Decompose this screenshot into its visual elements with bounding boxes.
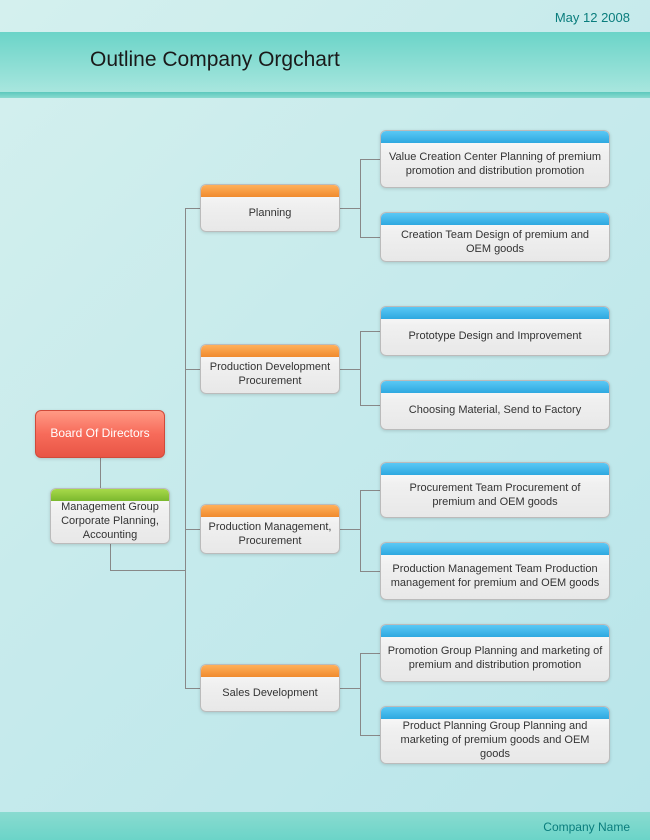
- node-dept-production-dev: Production Development Procurement: [200, 344, 340, 394]
- connector: [360, 331, 380, 332]
- connector: [185, 529, 200, 530]
- connector: [110, 570, 185, 571]
- connector: [360, 571, 380, 572]
- connector: [340, 688, 360, 689]
- node-label: Production Development Procurement: [207, 360, 333, 389]
- node-leaf-procurement: Procurement Team Procurement of premium …: [380, 462, 610, 518]
- node-leaf-promotion: Promotion Group Planning and marketing o…: [380, 624, 610, 682]
- node-management: Management Group Corporate Planning, Acc…: [50, 488, 170, 544]
- connector: [100, 458, 101, 488]
- node-label: Choosing Material, Send to Factory: [409, 403, 581, 417]
- connector: [360, 159, 380, 160]
- node-label: Prototype Design and Improvement: [408, 329, 581, 343]
- node-leaf-prod-mgmt-team: Production Management Team Production ma…: [380, 542, 610, 600]
- connector: [185, 208, 200, 209]
- connector: [360, 490, 361, 571]
- connector: [360, 405, 380, 406]
- connector: [340, 208, 360, 209]
- node-dept-production-mgmt: Production Management, Procurement: [200, 504, 340, 554]
- connector: [185, 208, 186, 688]
- node-leaf-value-creation: Value Creation Center Planning of premiu…: [380, 130, 610, 188]
- connector: [360, 653, 380, 654]
- node-label: Value Creation Center Planning of premiu…: [387, 150, 603, 179]
- node-label: Management Group Corporate Planning, Acc…: [57, 500, 163, 543]
- connector: [360, 653, 361, 735]
- connector: [185, 688, 200, 689]
- node-leaf-creation-team: Creation Team Design of premium and OEM …: [380, 212, 610, 262]
- node-label: Sales Development: [222, 686, 317, 700]
- node-dept-planning: Planning: [200, 184, 340, 232]
- node-label: Production Management Team Production ma…: [387, 562, 603, 591]
- footer-company: Company Name: [543, 820, 630, 834]
- node-label: Board Of Directors: [50, 426, 149, 442]
- node-label: Creation Team Design of premium and OEM …: [387, 228, 603, 257]
- connector: [360, 735, 380, 736]
- node-label: Promotion Group Planning and marketing o…: [387, 644, 603, 673]
- node-label: Planning: [249, 206, 292, 220]
- connector: [110, 544, 111, 570]
- connector: [340, 369, 360, 370]
- connector: [185, 369, 200, 370]
- connector: [360, 331, 361, 405]
- org-chart: Board Of Directors Management Group Corp…: [0, 0, 650, 840]
- connector: [360, 490, 380, 491]
- node-label: Procurement Team Procurement of premium …: [387, 481, 603, 510]
- node-label: Product Planning Group Planning and mark…: [387, 719, 603, 762]
- connector: [360, 159, 361, 237]
- node-board: Board Of Directors: [35, 410, 165, 458]
- node-leaf-product-planning: Product Planning Group Planning and mark…: [380, 706, 610, 764]
- connector: [340, 529, 360, 530]
- node-leaf-material: Choosing Material, Send to Factory: [380, 380, 610, 430]
- connector: [360, 237, 380, 238]
- node-label: Production Management, Procurement: [207, 520, 333, 549]
- node-dept-sales: Sales Development: [200, 664, 340, 712]
- node-leaf-prototype: Prototype Design and Improvement: [380, 306, 610, 356]
